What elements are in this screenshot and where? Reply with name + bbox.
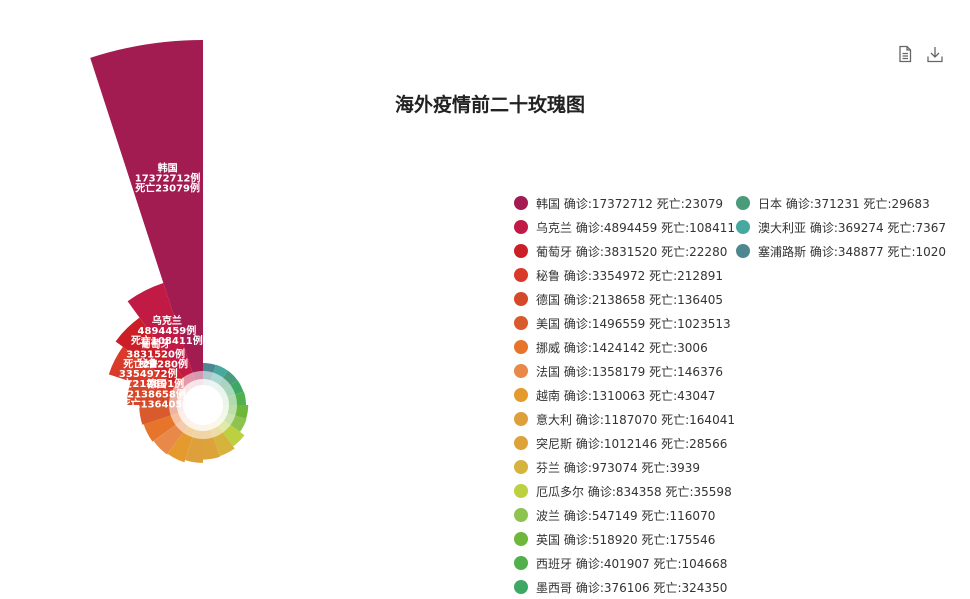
data-view-icon[interactable] [896, 45, 914, 63]
legend-label: 墨西哥 确诊:376106 死亡:324350 [536, 580, 728, 595]
legend-marker [736, 220, 750, 234]
legend-marker [514, 196, 528, 210]
legend-label: 秘鲁 确诊:3354972 死亡:212891 [536, 268, 723, 283]
legend-marker [514, 508, 528, 522]
legend-label: 葡萄牙 确诊:3831520 死亡:22280 [536, 244, 728, 259]
legend-marker [514, 340, 528, 354]
legend-item-西班牙[interactable]: 西班牙 确诊:401907 死亡:104668 [514, 551, 735, 575]
legend-marker [514, 532, 528, 546]
legend-item-挪威[interactable]: 挪威 确诊:1424142 死亡:3006 [514, 335, 735, 359]
legend-label: 塞浦路斯 确诊:348877 死亡:1020 [758, 244, 947, 259]
legend-marker [736, 196, 750, 210]
legend-item-塞浦路斯[interactable]: 塞浦路斯 确诊:348877 死亡:1020 [736, 239, 946, 263]
legend-marker [514, 580, 528, 594]
slice-label-德国: 德国 [145, 378, 166, 391]
slice-labels: 韩国17372712例死亡23079例乌克兰4894459例死亡108411例葡… [112, 161, 202, 410]
legend-item-法国[interactable]: 法国 确诊:1358179 死亡:146376 [514, 359, 735, 383]
legend-marker [514, 412, 528, 426]
toolbox [896, 45, 944, 63]
slice-label-德国: 2138658例 [127, 388, 186, 401]
legend-label: 日本 确诊:371231 死亡:29683 [758, 196, 930, 211]
legend-column: 日本 确诊:371231 死亡:29683 澳大利亚 确诊:369274 死亡:7… [736, 191, 946, 263]
legend-item-德国[interactable]: 德国 确诊:2138658 死亡:136405 [514, 287, 735, 311]
legend-item-乌克兰[interactable]: 乌克兰 确诊:4894459 死亡:108411 [514, 215, 735, 239]
legend-item-芬兰[interactable]: 芬兰 确诊:973074 死亡:3939 [514, 455, 735, 479]
slice-label-葡萄牙: 死亡22280例 [123, 358, 188, 371]
legend-item-波兰[interactable]: 波兰 确诊:547149 死亡:116070 [514, 503, 735, 527]
legend-marker [514, 460, 528, 474]
slice-label-韩国: 韩国 [158, 161, 178, 174]
legend-label: 英国 确诊:518920 死亡:175546 [536, 532, 716, 547]
slice-label-乌克兰: 4894459例 [138, 324, 197, 337]
legend-label: 澳大利亚 确诊:369274 死亡:7367 [758, 220, 947, 235]
slice-label-乌克兰: 乌克兰 [152, 314, 182, 327]
legend-marker [514, 244, 528, 258]
legend-item-英国[interactable]: 英国 确诊:518920 死亡:175546 [514, 527, 735, 551]
slice-label-葡萄牙: 葡萄牙 [140, 338, 171, 351]
rose-chart: 韩国17372712例死亡23079例乌克兰4894459例死亡108411例葡… [90, 40, 249, 463]
legend-item-墨西哥[interactable]: 墨西哥 确诊:376106 死亡:324350 [514, 575, 735, 599]
slice-label-秘鲁: 秘鲁 [138, 357, 158, 370]
slice-label-秘鲁: 死亡212891例 [112, 377, 184, 390]
legend-label: 意大利 确诊:1187070 死亡:164041 [536, 412, 735, 427]
legend-label: 厄瓜多尔 确诊:834358 死亡:35598 [536, 484, 732, 499]
legend-marker [514, 364, 528, 378]
legend-marker [514, 268, 528, 282]
save-image-icon[interactable] [926, 45, 944, 63]
legend-label: 德国 确诊:2138658 死亡:136405 [536, 292, 723, 307]
legend-marker [514, 292, 528, 306]
legend-label: 乌克兰 确诊:4894459 死亡:108411 [536, 220, 735, 235]
rose-slice-韩国[interactable] [90, 40, 203, 386]
slice-label-韩国: 死亡23079例 [135, 181, 200, 194]
slice-label-韩国: 17372712例 [135, 171, 201, 184]
legend-marker [514, 484, 528, 498]
slice-label-秘鲁: 3354972例 [119, 367, 178, 380]
rose-slice-乌克兰[interactable] [127, 283, 197, 389]
legend-column: 韩国 确诊:17372712 死亡:23079 乌克兰 确诊:4894459 死亡… [514, 191, 735, 599]
legend-item-澳大利亚[interactable]: 澳大利亚 确诊:369274 死亡:7367 [736, 215, 946, 239]
legend-label: 波兰 确诊:547149 死亡:116070 [536, 508, 716, 523]
legend-item-意大利[interactable]: 意大利 确诊:1187070 死亡:164041 [514, 407, 735, 431]
legend-label: 美国 确诊:1496559 死亡:1023513 [536, 316, 731, 331]
chart-title: 海外疫情前二十玫瑰图 [394, 94, 585, 116]
legend-item-厄瓜多尔[interactable]: 厄瓜多尔 确诊:834358 死亡:35598 [514, 479, 735, 503]
legend-item-美国[interactable]: 美国 确诊:1496559 死亡:1023513 [514, 311, 735, 335]
legend-item-秘鲁[interactable]: 秘鲁 确诊:3354972 死亡:212891 [514, 263, 735, 287]
rose-slice-葡萄牙[interactable] [115, 317, 192, 394]
legend-item-日本[interactable]: 日本 确诊:371231 死亡:29683 [736, 191, 946, 215]
slice-label-葡萄牙: 3831520例 [126, 348, 185, 361]
legend-label: 越南 确诊:1310063 死亡:43047 [536, 388, 716, 403]
slice-label-德国: 死亡136405例 [121, 398, 193, 411]
legend-item-葡萄牙[interactable]: 葡萄牙 确诊:3831520 死亡:22280 [514, 239, 735, 263]
legend-label: 突尼斯 确诊:1012146 死亡:28566 [536, 436, 728, 451]
legend-item-突尼斯[interactable]: 突尼斯 确诊:1012146 死亡:28566 [514, 431, 735, 455]
legend-label: 法国 确诊:1358179 死亡:146376 [536, 364, 723, 379]
rose-slice-秘鲁[interactable] [108, 346, 187, 399]
legend-marker [514, 436, 528, 450]
legend-marker [514, 556, 528, 570]
legend-label: 挪威 确诊:1424142 死亡:3006 [536, 340, 708, 355]
legend-marker [514, 220, 528, 234]
legend-label: 芬兰 确诊:973074 死亡:3939 [536, 460, 701, 475]
inner-ring-2 [183, 385, 223, 425]
legend-label: 韩国 确诊:17372712 死亡:23079 [536, 196, 723, 211]
legend-marker [514, 388, 528, 402]
legend-label: 西班牙 确诊:401907 死亡:104668 [536, 556, 728, 571]
slice-label-乌克兰: 死亡108411例 [131, 334, 203, 347]
legend-item-越南[interactable]: 越南 确诊:1310063 死亡:43047 [514, 383, 735, 407]
legend-marker [736, 244, 750, 258]
legend-item-韩国[interactable]: 韩国 确诊:17372712 死亡:23079 [514, 191, 735, 215]
legend-marker [514, 316, 528, 330]
